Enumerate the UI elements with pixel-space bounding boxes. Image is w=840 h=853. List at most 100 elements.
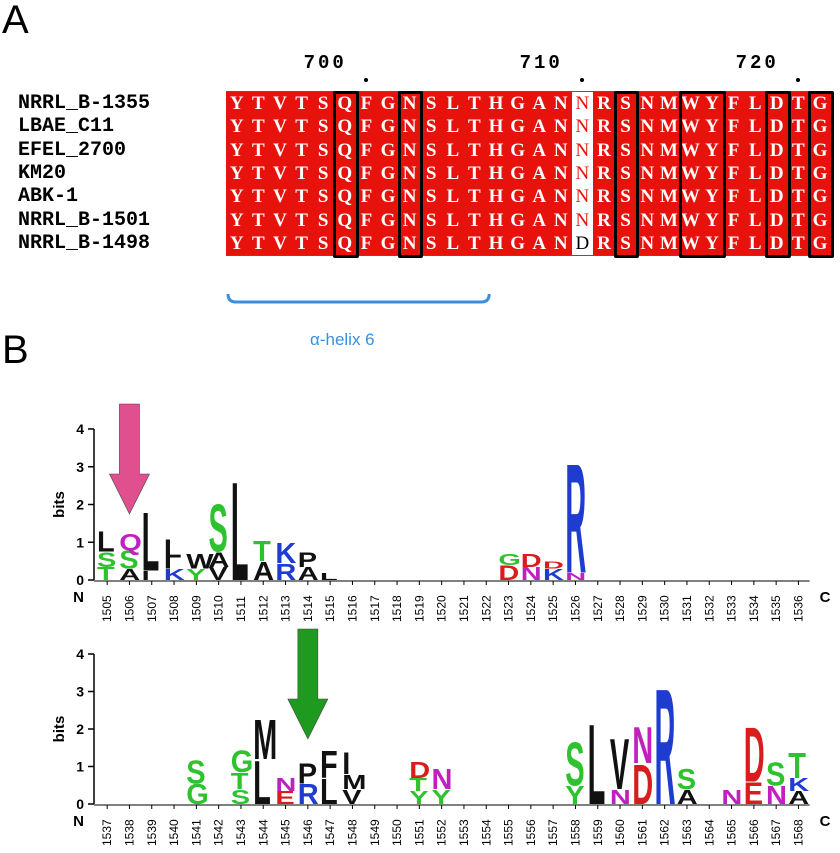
y-tick-label: 0	[76, 796, 84, 812]
n-terminus-label: N	[73, 813, 84, 830]
logo-letter: T	[97, 564, 115, 584]
residue: G	[510, 162, 525, 184]
x-tick-label: 1544	[256, 819, 270, 846]
residue: R	[597, 186, 611, 208]
residue: D	[769, 116, 784, 138]
x-tick-label: 1524	[524, 595, 538, 622]
residue: H	[488, 232, 504, 254]
logo-letter: S	[231, 786, 250, 809]
y-tick-label: 2	[76, 497, 84, 513]
residue: T	[295, 139, 308, 161]
residue: L	[748, 116, 762, 138]
residue: T	[295, 93, 308, 114]
residue: N	[553, 209, 568, 231]
logo-letter: G	[498, 551, 521, 568]
x-tick-label: 1548	[345, 819, 359, 846]
sequence-logo-2: 0 1 2 3 4 bits N C 1537 1538 1539 1540 1541 1542 1543 1…	[51, 628, 831, 846]
logo-letter: D	[543, 559, 564, 571]
residue: D	[769, 139, 784, 161]
logo-letter: N	[721, 786, 742, 809]
logo-letter: A	[298, 564, 319, 584]
residue: M	[659, 186, 678, 208]
residue: F	[727, 93, 740, 114]
logo-letter: I	[342, 747, 350, 781]
x-tick-label: 1506	[122, 595, 136, 622]
residue: Q	[337, 139, 353, 161]
residue: F	[727, 162, 740, 184]
residue: G	[510, 93, 525, 114]
residue: Y	[229, 186, 244, 208]
residue: L	[446, 139, 460, 161]
x-tick-label: 1568	[791, 819, 805, 846]
x-tick-label: 1555	[502, 819, 516, 846]
residue: Y	[229, 209, 244, 231]
residue: G	[380, 162, 396, 184]
logo-letter: N	[565, 570, 586, 582]
residue: M	[659, 162, 678, 184]
residue: F	[727, 209, 740, 231]
residue: L	[446, 162, 460, 184]
x-tick-label: 1543	[234, 819, 248, 846]
x-tick-label: 1537	[100, 819, 114, 846]
residue: T	[792, 162, 805, 184]
residue: S	[317, 209, 329, 231]
x-tick-label: 1519	[412, 595, 426, 622]
logo-letter: L	[164, 534, 182, 563]
residue: H	[488, 186, 504, 208]
residue: N	[640, 209, 655, 231]
residue: V	[273, 93, 287, 114]
residue: Y	[705, 139, 719, 161]
residue: D	[575, 232, 590, 254]
residue: G	[812, 139, 828, 161]
sequence-name: NRRL_B-1501	[18, 208, 151, 232]
residue: V	[273, 116, 287, 138]
logo-letter: D	[409, 757, 430, 784]
y-tick-label: 3	[76, 684, 84, 700]
conserved-column-box	[765, 91, 791, 259]
conserved-column-box	[397, 91, 424, 259]
residue: T	[252, 186, 265, 208]
sequence-logo-1: 0 1 2 3 4 bits N C 1505 1506 1507 1508 1509 1510 1511 1…	[51, 403, 831, 622]
residue: A	[532, 232, 547, 254]
residue: S	[317, 116, 329, 138]
residue: R	[597, 162, 611, 184]
y-tick-label: 1	[76, 759, 84, 775]
residue: D	[769, 186, 784, 208]
residue: N	[575, 139, 590, 161]
x-tick-label: 1508	[167, 595, 181, 622]
x-tick-label: 1552	[435, 819, 449, 846]
residue: F	[727, 116, 740, 138]
x-tick-label: 1511	[234, 596, 248, 622]
residue: Y	[705, 116, 719, 138]
residue: G	[510, 139, 525, 161]
x-tick-label: 1540	[167, 819, 181, 846]
residue: D	[769, 162, 784, 184]
residue: A	[532, 186, 547, 208]
conserved-column-box	[678, 91, 726, 259]
residue: L	[748, 209, 762, 231]
residue: T	[295, 186, 308, 208]
residue: G	[510, 116, 525, 138]
residue: F	[360, 232, 373, 254]
x-tick-label: 1528	[613, 595, 627, 622]
sequence-name: ABK-1	[18, 185, 79, 209]
x-tick-label: 1559	[591, 819, 605, 846]
logo-letter: A	[788, 788, 809, 808]
logo-letter: M	[342, 771, 366, 794]
residue: S	[317, 162, 329, 184]
residue: T	[468, 162, 481, 184]
residue: R	[597, 93, 611, 114]
x-tick-label: 1554	[479, 819, 493, 846]
residue: L	[748, 139, 762, 161]
logo-letter: P	[298, 549, 317, 572]
x-tick-label: 1558	[568, 819, 582, 846]
residue: T	[792, 116, 805, 138]
residue: Q	[337, 93, 353, 114]
residue: T	[468, 232, 481, 254]
x-tick-label: 1545	[279, 819, 293, 846]
residue: N	[402, 186, 417, 208]
residue: L	[446, 186, 460, 208]
residue: G	[812, 232, 828, 254]
logo-letter: V	[342, 786, 362, 809]
